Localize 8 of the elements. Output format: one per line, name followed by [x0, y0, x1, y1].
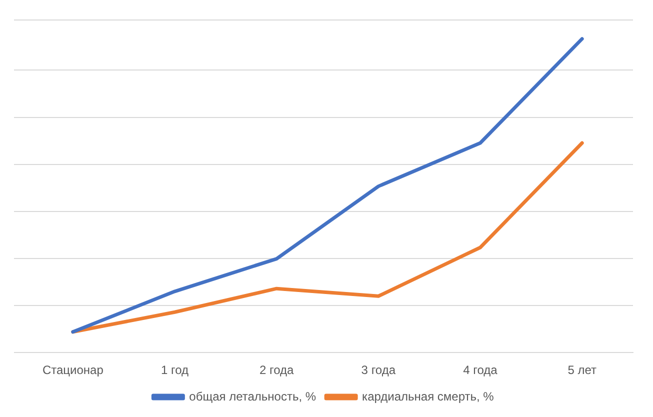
x-tick-label: 2 года	[259, 363, 294, 378]
legend-label: кардиальная смерть, %	[362, 389, 494, 404]
x-tick-label: 5 лет	[568, 363, 597, 378]
x-tick-label: Стационар	[42, 363, 104, 378]
x-tick-label: 3 года	[361, 363, 396, 378]
x-tick-label: 1 год	[160, 363, 189, 378]
legend-label: общая летальность, %	[189, 389, 316, 404]
x-tick-label: 4 года	[463, 363, 498, 378]
